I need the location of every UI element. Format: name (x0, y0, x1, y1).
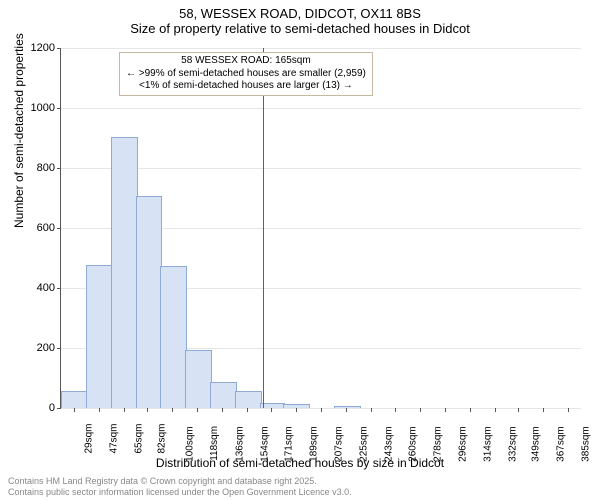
xtick-mark (222, 408, 223, 412)
ytick-mark (57, 108, 61, 109)
x-axis-label: Distribution of semi-detached houses by … (0, 456, 600, 470)
ytick-label: 0 (15, 402, 55, 414)
annotation-line2: ← >99% of semi-detached houses are small… (126, 68, 366, 81)
xtick-mark (197, 408, 198, 412)
y-axis-label: Number of semi-detached properties (12, 33, 26, 228)
xtick-mark (74, 408, 75, 412)
plot-region: 02004006008001000120029sqm47sqm65sqm82sq… (60, 48, 581, 409)
annotation-box: 58 WESSEX ROAD: 165sqm← >99% of semi-det… (119, 52, 373, 96)
gridline-h (61, 108, 581, 109)
xtick-mark (172, 408, 173, 412)
xtick-label: 65sqm (133, 424, 144, 454)
histogram-bar (136, 196, 162, 409)
footer-line1: Contains HM Land Registry data © Crown c… (8, 476, 352, 487)
xtick-label: 29sqm (83, 424, 94, 454)
histogram-bar (185, 350, 212, 408)
xtick-mark (518, 408, 519, 412)
xtick-mark (470, 408, 471, 412)
gridline-h (61, 48, 581, 49)
ytick-mark (57, 288, 61, 289)
xtick-mark (543, 408, 544, 412)
xtick-mark (346, 408, 347, 412)
ytick-mark (57, 168, 61, 169)
ytick-mark (57, 348, 61, 349)
xtick-label: 82sqm (157, 424, 168, 454)
xtick-mark (371, 408, 372, 412)
title-line1: 58, WESSEX ROAD, DIDCOT, OX11 8BS (0, 6, 600, 21)
ytick-mark (57, 408, 61, 409)
attribution-footer: Contains HM Land Registry data © Crown c… (8, 476, 352, 498)
histogram-bar (235, 391, 262, 409)
xtick-mark (445, 408, 446, 412)
xtick-mark (321, 408, 322, 412)
histogram-bar (210, 382, 237, 409)
histogram-bar (111, 137, 138, 408)
ytick-mark (57, 48, 61, 49)
gridline-h (61, 168, 581, 169)
xtick-mark (99, 408, 100, 412)
histogram-bar (86, 265, 113, 409)
histogram-bar (160, 266, 187, 408)
xtick-mark (247, 408, 248, 412)
xtick-label: 47sqm (108, 424, 119, 454)
xtick-mark (124, 408, 125, 412)
chart-title: 58, WESSEX ROAD, DIDCOT, OX11 8BS Size o… (0, 0, 600, 36)
xtick-mark (568, 408, 569, 412)
xtick-mark (420, 408, 421, 412)
xtick-mark (271, 408, 272, 412)
xtick-mark (147, 408, 148, 412)
xtick-mark (495, 408, 496, 412)
histogram-bar (260, 403, 286, 409)
property-marker-line (263, 48, 264, 408)
histogram-bar (61, 391, 88, 409)
ytick-label: 400 (15, 282, 55, 294)
xtick-mark (296, 408, 297, 412)
title-line2: Size of property relative to semi-detach… (0, 21, 600, 36)
footer-line2: Contains public sector information licen… (8, 487, 352, 498)
ytick-label: 200 (15, 342, 55, 354)
ytick-mark (57, 228, 61, 229)
chart-area: 02004006008001000120029sqm47sqm65sqm82sq… (60, 48, 580, 408)
annotation-line1: 58 WESSEX ROAD: 165sqm (126, 55, 366, 68)
xtick-mark (395, 408, 396, 412)
annotation-line3: <1% of semi-detached houses are larger (… (126, 80, 366, 93)
